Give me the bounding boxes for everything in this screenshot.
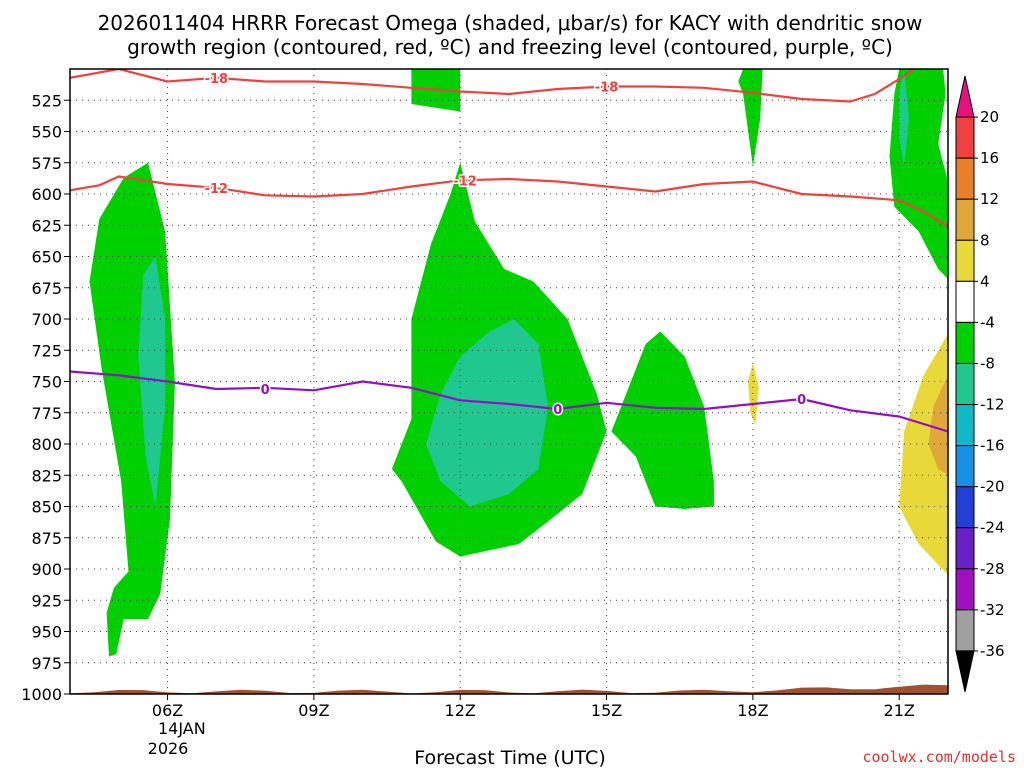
omega-region-yellow-21z [899, 334, 948, 576]
colorbar-label: -20 [980, 478, 1005, 496]
temp-contour-label: -18 [205, 72, 229, 87]
y-tick-label: 1000 [21, 685, 62, 704]
gridlines [70, 69, 948, 694]
omega-region-teal-12z [426, 319, 548, 507]
chart-title-line-2: growth region (contoured, red, ºC) and f… [127, 35, 893, 59]
y-tick-label: 775 [31, 404, 62, 423]
y-tick-label: 650 [31, 248, 62, 267]
colorbar-bin [955, 609, 975, 652]
colorbar-label: 12 [980, 190, 999, 208]
temp-contour-0 [70, 69, 915, 103]
colorbar-label: 8 [980, 231, 990, 249]
temp-contour-label: -18 [595, 81, 619, 96]
omega-region-orange-21z [928, 375, 948, 476]
y-tick-label: 800 [31, 435, 62, 454]
plot-area: -18 -18 -12 -12 0 0 0 [69, 68, 949, 695]
y-tick-label: 975 [31, 654, 62, 673]
omega-region-teal-21z [899, 69, 909, 167]
colorbar: 20 16 12 8 4 -4 -8 -12 -16 -20 -24 -28 -32 -36 [955, 75, 1005, 693]
colorbar-label: 16 [980, 149, 999, 167]
y-tick-label: 825 [31, 466, 62, 485]
omega-region-teal-06z [138, 256, 166, 507]
y-tick-label: 875 [31, 529, 62, 548]
temp-contour-1 [70, 175, 948, 228]
omega-region-green-16z [611, 331, 714, 509]
x-tick-label: 18Z [737, 701, 768, 720]
y-tick-label: 950 [31, 623, 62, 642]
colorbar-bin [955, 239, 975, 282]
date-label-day: 14JAN [158, 719, 206, 738]
colorbar-bin [955, 321, 975, 364]
colorbar-bin [955, 362, 975, 406]
y-tick-label: 900 [31, 560, 62, 579]
y-axis-ticks: 525 550 575 600 625 650 675 700 725 750 775 800 825 8… [21, 91, 70, 704]
colorbar-bin [955, 527, 975, 570]
y-tick-label: 525 [31, 91, 62, 110]
x-axis-ticks: 06Z 09Z 12Z 15Z 18Z 21Z [152, 694, 915, 720]
colorbar-bin [955, 445, 975, 488]
temp-contour-label: 0 [261, 383, 270, 398]
y-tick-label: 725 [31, 341, 62, 360]
chart-title-line-1: 2026011404 HRRR Forecast Omega (shaded, … [98, 11, 923, 35]
x-tick-label: 21Z [884, 701, 915, 720]
y-tick-label: 625 [31, 216, 62, 235]
colorbar-label: -28 [980, 560, 1005, 578]
y-tick-label: 850 [31, 498, 62, 517]
x-axis-label: Forecast Time (UTC) [414, 747, 605, 768]
colorbar-bin [955, 157, 975, 200]
y-tick-label: 575 [31, 154, 62, 173]
temp-contour-label: 0 [553, 403, 562, 418]
temp-contour-label: 0 [797, 393, 806, 408]
colorbar-label: -24 [980, 519, 1005, 537]
colorbar-bin [955, 116, 975, 159]
temp-contour-label: -12 [205, 182, 229, 197]
colorbar-label: -4 [980, 313, 995, 331]
y-tick-label: 925 [31, 591, 62, 610]
colorbar-label: 4 [980, 272, 990, 290]
colorbar-label: -36 [980, 642, 1005, 660]
terrain-surface [70, 684, 948, 694]
colorbar-bin [955, 568, 975, 611]
x-tick-label: 12Z [445, 701, 476, 720]
colorbar-bin [955, 650, 975, 693]
colorbar-label: -16 [980, 437, 1005, 455]
credit-link[interactable]: coolwx.com/models [862, 748, 1016, 766]
x-tick-label: 09Z [298, 701, 329, 720]
y-tick-label: 600 [31, 185, 62, 204]
y-tick-label: 675 [31, 279, 62, 298]
omega-region-green-18z-top [738, 69, 763, 167]
colorbar-label: 20 [980, 108, 999, 126]
colorbar-label: -12 [980, 396, 1005, 414]
date-label-year: 2026 [148, 739, 189, 758]
colorbar-bin [955, 404, 975, 447]
colorbar-label: -8 [980, 354, 995, 372]
y-tick-label: 700 [31, 310, 62, 329]
colorbar-bin [955, 198, 975, 241]
plot-content: -18 -18 -12 -12 0 0 0 [70, 69, 948, 694]
x-tick-label: 06Z [152, 701, 183, 720]
colorbar-bin [955, 486, 975, 529]
x-tick-label: 15Z [591, 701, 622, 720]
colorbar-bin [955, 75, 975, 118]
colorbar-label: -32 [980, 601, 1005, 619]
y-tick-label: 550 [31, 123, 62, 142]
colorbar-bin [955, 280, 975, 323]
temp-contour-2 [70, 370, 948, 433]
y-tick-label: 750 [31, 373, 62, 392]
temp-contour-label: -12 [453, 174, 477, 189]
